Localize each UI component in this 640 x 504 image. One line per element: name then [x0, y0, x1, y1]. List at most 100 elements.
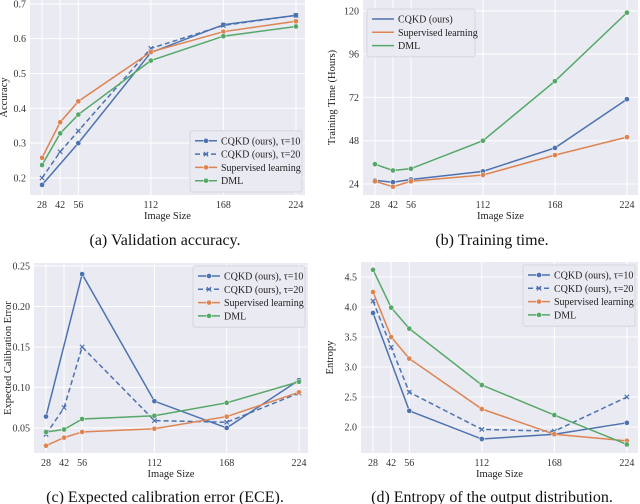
data-point — [148, 49, 154, 55]
legend-label: CQKD (ours), τ=20 — [554, 284, 633, 295]
data-point — [57, 149, 63, 155]
legend: CQKD (ours), τ=10 CQKD (ours), τ=20 Superv… — [192, 265, 306, 328]
data-point — [79, 416, 85, 422]
data-point — [293, 18, 299, 25]
y-axis-label: Entropy — [325, 340, 336, 375]
y-tick-label: 96 — [349, 50, 359, 61]
data-point — [79, 429, 85, 435]
chart-a: 28 42 56 112 168 224 0.2 0.3 0.4 0.5 0.6 0.7 Image S… — [0, 0, 305, 249]
y-axis-label: Training Time (Hours) — [327, 49, 338, 145]
x-tick-label: 42 — [386, 458, 396, 469]
legend-label: Supervised learning — [221, 163, 301, 174]
x-axis-label: Image Size — [144, 211, 191, 222]
data-point — [370, 310, 376, 316]
x-tick-label: 56 — [404, 458, 414, 469]
series-line — [372, 300, 628, 432]
chart-b: 28 42 56 112 168 224 24 48 72 96 120 Image Size Trai… — [327, 0, 638, 249]
data-point — [408, 165, 414, 172]
data-point — [75, 140, 82, 146]
x-tick-label: 112 — [147, 458, 162, 469]
caption: (a) Validation accuracy. — [89, 232, 240, 249]
legend-label: CQKD (ours), τ=20 — [221, 150, 300, 161]
x-tick-label: 168 — [219, 458, 234, 469]
y-tick-label: 4.0 — [345, 303, 358, 314]
y-tick-label: 120 — [344, 6, 359, 17]
series-line — [374, 12, 628, 172]
legend-marker — [203, 151, 209, 157]
data-point — [223, 425, 230, 431]
x-axis-label: Image Size — [476, 469, 523, 480]
x-axis-label: Image Size — [477, 211, 524, 222]
legend-label: DML — [398, 41, 420, 52]
y-tick-label: 0.6 — [14, 34, 27, 45]
data-point — [151, 417, 158, 424]
x-tick-label: 28 — [41, 458, 51, 469]
legend-marker — [203, 137, 209, 144]
x-tick-label: 168 — [547, 458, 562, 469]
legend-label: Supervised learning — [554, 297, 634, 308]
series-line — [374, 136, 628, 188]
legend-label: CQKD (ours), τ=10 — [221, 136, 300, 147]
legend: CQKD (ours), τ=10 CQKD (ours), τ=20 Superv… — [189, 130, 303, 193]
x-tick-label: 112 — [475, 458, 490, 469]
legend-label: DML — [221, 176, 243, 187]
data-point — [39, 162, 45, 168]
data-point — [406, 355, 413, 362]
legend-label: DML — [554, 310, 576, 321]
y-tick-label: 0.3 — [14, 139, 27, 150]
legend-label: Supervised learning — [398, 28, 478, 39]
data-point — [61, 426, 67, 433]
data-point — [478, 406, 485, 412]
y-tick-label: 48 — [349, 136, 359, 147]
data-point — [624, 394, 630, 400]
data-point — [220, 22, 227, 29]
data-point — [296, 378, 302, 385]
data-point — [370, 289, 376, 295]
x-tick-label: 224 — [619, 458, 634, 469]
data-point — [224, 419, 230, 425]
legend-box — [189, 130, 303, 193]
data-point — [551, 431, 558, 438]
data-point — [624, 134, 630, 140]
data-point — [293, 12, 299, 18]
caption: (c) Expected calibration error (ECE). — [46, 489, 284, 504]
data-point — [293, 23, 299, 30]
legend-label: CQKD (ours), τ=10 — [554, 271, 633, 282]
legend-label: CQKD (ours), τ=20 — [224, 285, 303, 296]
data-point — [151, 425, 158, 432]
legend-marker — [206, 313, 212, 319]
data-point — [151, 398, 158, 405]
legend-box — [522, 264, 636, 327]
chart-c: 28 42 56 112 168 224 0.05 0.10 0.15 0.20 0.25 Image… — [3, 261, 308, 504]
data-point — [61, 434, 67, 441]
x-tick-label: 28 — [368, 458, 378, 469]
data-point — [624, 9, 630, 16]
data-point — [79, 344, 85, 350]
legend-marker — [206, 299, 212, 306]
x-tick-label: 56 — [73, 200, 83, 211]
data-point — [388, 334, 395, 340]
data-point — [43, 429, 49, 435]
data-point — [624, 419, 630, 426]
data-point — [552, 152, 558, 158]
data-point — [43, 413, 49, 420]
y-tick-label: 0.15 — [13, 342, 31, 353]
data-point — [75, 128, 81, 134]
y-tick-label: 0.7 — [14, 0, 27, 10]
x-tick-label: 168 — [216, 200, 231, 211]
data-point — [39, 154, 45, 161]
y-tick-label: 0.25 — [13, 261, 31, 272]
y-tick-label: 0.10 — [13, 383, 31, 394]
data-point — [57, 119, 64, 126]
y-tick-label: 0.20 — [13, 302, 31, 313]
series-line — [45, 391, 300, 447]
x-tick-label: 56 — [77, 458, 87, 469]
data-point — [148, 57, 154, 64]
series-line — [372, 269, 628, 446]
data-point — [388, 304, 395, 311]
data-point — [480, 137, 486, 144]
data-point — [624, 96, 630, 103]
data-point — [406, 389, 412, 395]
legend-marker — [203, 164, 209, 171]
